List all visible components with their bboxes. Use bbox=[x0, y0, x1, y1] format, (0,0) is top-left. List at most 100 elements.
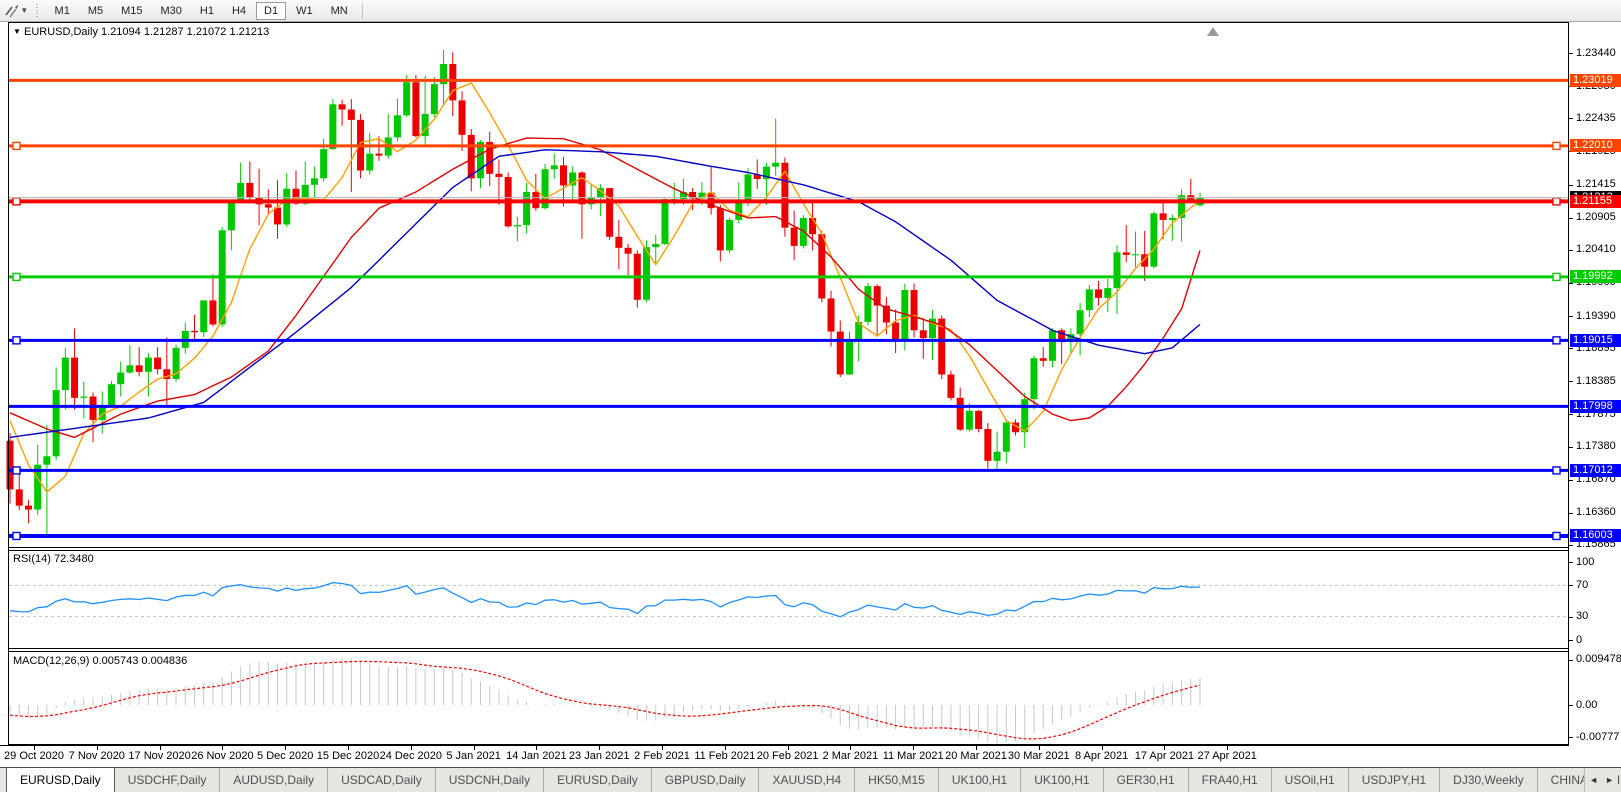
candle-body bbox=[52, 390, 60, 457]
date-tick-mark bbox=[348, 746, 349, 750]
line-handle[interactable] bbox=[1552, 197, 1561, 206]
candle-body bbox=[938, 318, 946, 375]
candle-body bbox=[375, 153, 383, 156]
chart-canvas[interactable] bbox=[0, 22, 1568, 745]
chart-tab[interactable]: UK100,H1 bbox=[1020, 767, 1102, 792]
candle-body bbox=[89, 396, 97, 420]
timeframe-button-m1[interactable]: M1 bbox=[47, 2, 78, 20]
candle-body bbox=[873, 286, 881, 306]
candle-body bbox=[34, 464, 42, 510]
hline-price-label[interactable]: 1.22010 bbox=[1570, 139, 1621, 153]
candle-body bbox=[366, 153, 374, 171]
chart-tab-active[interactable]: EURUSD,Daily bbox=[6, 767, 115, 792]
hline-price-label[interactable]: 1.21155 bbox=[1570, 194, 1621, 208]
timeframe-toolbar: M1 M5 M15 M30 H1 H4 D1 W1 MN bbox=[46, 1, 357, 20]
timeframe-button-m30[interactable]: M30 bbox=[153, 2, 190, 20]
line-handle[interactable] bbox=[12, 197, 21, 206]
line-handle[interactable] bbox=[1552, 466, 1561, 475]
chart-tab[interactable]: USDJPY,H1 bbox=[1347, 767, 1439, 792]
candle-body bbox=[283, 188, 291, 225]
axis-tick-mark bbox=[1569, 217, 1573, 219]
price-axis[interactable]: 1.234401.229301.224351.219251.214151.209… bbox=[1569, 22, 1621, 765]
line-handle[interactable] bbox=[12, 466, 21, 475]
date-label: 2 Feb 2021 bbox=[634, 750, 690, 762]
chart-tab[interactable]: DJ30,Weekly bbox=[1439, 767, 1536, 792]
chart-tab[interactable]: FRA40,H1 bbox=[1187, 767, 1271, 792]
candle-body bbox=[809, 217, 817, 235]
timeframe-button-h1[interactable]: H1 bbox=[192, 2, 222, 20]
candle-body bbox=[1002, 422, 1010, 452]
chart-tab[interactable]: GER30,H1 bbox=[1102, 767, 1188, 792]
candle-body bbox=[135, 365, 143, 372]
candle-body bbox=[1067, 334, 1075, 342]
line-handle[interactable] bbox=[1552, 336, 1561, 345]
timeframe-button-m15[interactable]: M15 bbox=[113, 2, 150, 20]
candle-body bbox=[772, 162, 780, 167]
line-handle[interactable] bbox=[1552, 531, 1561, 541]
timeframe-button-mn[interactable]: MN bbox=[323, 2, 356, 20]
hline-price-label[interactable]: 1.19992 bbox=[1570, 270, 1621, 284]
hline-price-label[interactable]: 1.16003 bbox=[1570, 529, 1621, 543]
candle-body bbox=[1039, 358, 1047, 361]
price-tick-label: 1.17380 bbox=[1576, 440, 1616, 453]
chart-tab[interactable]: USOil,H1 bbox=[1270, 767, 1348, 792]
candle-body bbox=[440, 64, 448, 85]
candle-body bbox=[43, 456, 51, 465]
date-axis[interactable]: 29 Oct 2020 7 Nov 2020 17 Nov 2020 26 Nov 2… bbox=[0, 745, 1621, 768]
timeframe-button-h4[interactable]: H4 bbox=[224, 2, 254, 20]
hline-price-label[interactable]: 1.19015 bbox=[1570, 333, 1621, 347]
chart-tab[interactable]: EURUSD,Daily bbox=[543, 767, 651, 792]
chart-tab[interactable]: XAUUSD,H4 bbox=[758, 767, 854, 792]
chart-tab[interactable]: GBPUSD,Daily bbox=[650, 767, 759, 792]
price-tick-label: 1.21415 bbox=[1576, 178, 1616, 190]
chart-tab[interactable]: USDCNH,Daily bbox=[434, 767, 543, 792]
collapse-arrow-icon[interactable]: ▼ bbox=[13, 27, 21, 36]
hline-price-label[interactable]: 1.23019 bbox=[1570, 73, 1621, 87]
chart-tab[interactable]: UK100,H1 bbox=[937, 767, 1020, 792]
candle-body bbox=[1095, 289, 1103, 298]
toolbar-drag-handle[interactable] bbox=[34, 3, 40, 18]
date-label: 8 Apr 2021 bbox=[1074, 750, 1129, 762]
candle-body bbox=[430, 84, 438, 115]
candle-body bbox=[264, 204, 272, 208]
line-handle[interactable] bbox=[12, 141, 21, 151]
candle-body bbox=[163, 369, 171, 379]
line-handle[interactable] bbox=[1552, 272, 1561, 282]
candle-body bbox=[698, 192, 706, 199]
macd-tick-label: 0.009478 bbox=[1576, 653, 1621, 666]
candle-body bbox=[1058, 330, 1066, 342]
chart-shift-marker-icon[interactable] bbox=[1207, 27, 1219, 36]
rsi-tick-label: 70 bbox=[1576, 578, 1589, 591]
chart-tab[interactable]: USDCHF,Daily bbox=[127, 772, 207, 787]
candle-body bbox=[412, 82, 420, 137]
candle-body bbox=[735, 199, 743, 220]
line-handle[interactable] bbox=[1552, 141, 1561, 151]
line-handle[interactable] bbox=[12, 272, 21, 282]
axis-tick-mark bbox=[1569, 705, 1573, 706]
timeframe-button-m5[interactable]: M5 bbox=[80, 2, 111, 20]
timeframe-button-w1[interactable]: W1 bbox=[288, 2, 321, 20]
chart-tab[interactable]: HK50,M15 bbox=[854, 767, 938, 792]
hline-price-label[interactable]: 1.17012 bbox=[1570, 463, 1621, 477]
date-label: 11 Feb 2021 bbox=[694, 750, 756, 762]
candle-body bbox=[476, 141, 484, 179]
candle-body bbox=[726, 219, 734, 251]
candle-body bbox=[80, 396, 88, 398]
candle-body bbox=[1141, 254, 1149, 267]
tab-prev-icon[interactable]: ◄ bbox=[1589, 774, 1599, 785]
date-tick-mark bbox=[913, 746, 915, 750]
tab-next-icon[interactable]: ► bbox=[1605, 774, 1614, 785]
hline-price-label[interactable]: 1.17998 bbox=[1570, 399, 1621, 413]
cursor-tool-button[interactable]: ▾ bbox=[0, 1, 31, 20]
axis-tick-mark bbox=[1569, 118, 1573, 120]
line-handle[interactable] bbox=[12, 531, 21, 541]
candle-body bbox=[144, 357, 152, 372]
candle-body bbox=[984, 429, 992, 461]
chart-tab[interactable]: USDCAD,Daily bbox=[327, 767, 435, 792]
line-handle[interactable] bbox=[12, 336, 21, 345]
macd-indicator-label: MACD(12,26,9) 0.005743 0.004836 bbox=[13, 655, 188, 667]
date-tick-mark bbox=[536, 746, 538, 750]
axis-tick-mark bbox=[1569, 414, 1573, 416]
chart-tab[interactable]: AUDUSD,Daily bbox=[219, 767, 327, 792]
timeframe-button-d1[interactable]: D1 bbox=[256, 1, 287, 20]
